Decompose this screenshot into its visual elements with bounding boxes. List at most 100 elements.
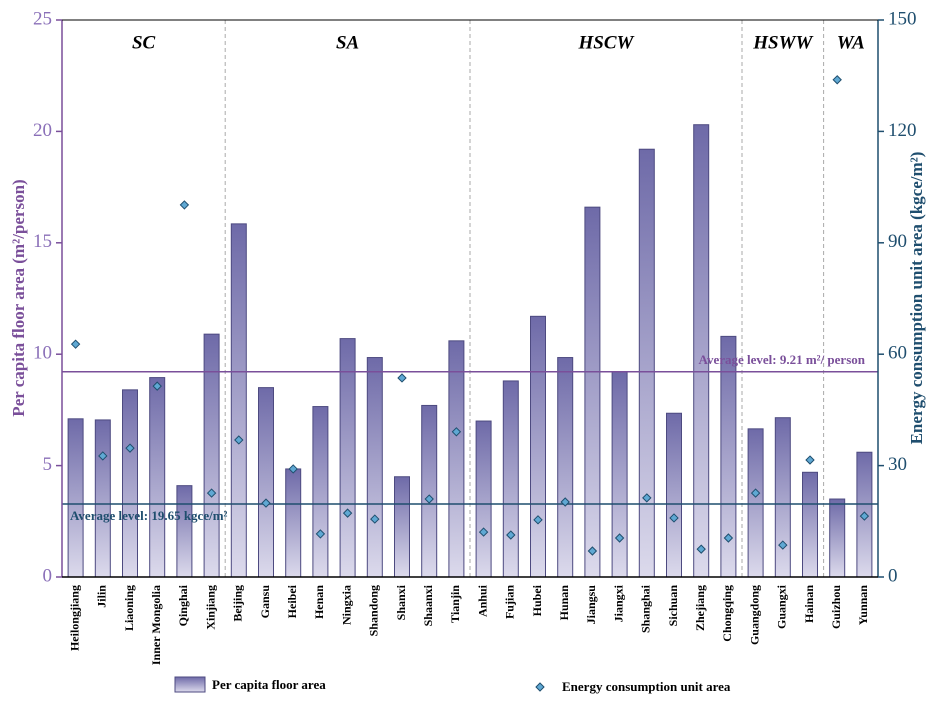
x-tick-label: Gansu xyxy=(258,585,272,619)
x-tick-label: Ningxia xyxy=(339,585,353,625)
y2-tick-label: 120 xyxy=(888,120,917,141)
bar xyxy=(530,315,546,578)
bar xyxy=(802,471,818,578)
x-tick-label: Guangdong xyxy=(747,585,761,645)
bar xyxy=(774,417,791,578)
x-tick-label: Heilongjiang xyxy=(67,585,81,651)
average-label: Average level: 19.65 kgce/m² xyxy=(70,508,228,523)
scatter-point xyxy=(424,494,434,504)
scatter-point xyxy=(778,540,788,550)
scatter-point xyxy=(397,373,407,383)
y2-tick-label: 30 xyxy=(888,454,907,475)
bar xyxy=(557,357,574,578)
scatter-point xyxy=(234,435,244,445)
x-tick-label: Heibei xyxy=(285,584,299,618)
scatter-point xyxy=(315,529,326,539)
region-label: HSCW xyxy=(578,32,635,53)
legend-label: Energy consumption unit area xyxy=(562,679,731,694)
x-tick-label: Jiangxi xyxy=(611,584,625,622)
scatter-point xyxy=(478,527,489,537)
x-tick-label: Chongqing xyxy=(720,585,734,642)
scatter-point xyxy=(723,533,734,543)
scatter-point xyxy=(152,381,162,391)
bar xyxy=(584,206,601,578)
legend-marker xyxy=(535,682,545,692)
scatter-point xyxy=(642,493,652,503)
x-tick-label: Fujian xyxy=(503,585,517,619)
x-tick-label: Anhui xyxy=(475,584,489,617)
bar xyxy=(638,148,655,578)
y-tick-label: 10 xyxy=(33,343,52,364)
x-tick-label: Hubei xyxy=(530,584,544,616)
bar xyxy=(475,420,492,578)
scatter-point xyxy=(98,451,108,461)
x-tick-label: Shandong xyxy=(367,585,381,636)
bar xyxy=(502,380,519,578)
y2-tick-label: 90 xyxy=(888,231,907,252)
bar xyxy=(747,428,764,578)
scatter-point xyxy=(261,498,271,508)
scatter-point xyxy=(533,515,543,525)
scatter-point xyxy=(370,514,380,524)
scatter-point xyxy=(206,488,217,498)
bar xyxy=(94,419,111,578)
region-label: WA xyxy=(837,32,865,53)
scatter-point xyxy=(669,513,679,523)
region-label: SA xyxy=(336,32,359,53)
scatter-point xyxy=(587,546,598,556)
x-tick-label: Guizhou xyxy=(829,585,843,629)
x-tick-label: Hainan xyxy=(802,585,816,623)
scatter-point xyxy=(832,75,842,85)
x-tick-label: Henan xyxy=(312,585,326,619)
x-tick-label: Inner Mongolia xyxy=(149,585,163,665)
bar xyxy=(448,340,465,578)
bar xyxy=(149,377,166,578)
scatter-point xyxy=(342,508,353,518)
x-tick-label: Beijing xyxy=(231,585,245,622)
y-axis-title: Per capita floor area (m²/person) xyxy=(9,179,28,416)
bar xyxy=(122,389,138,578)
bar xyxy=(176,485,193,578)
y-tick-label: 25 xyxy=(33,8,52,29)
y-tick-label: 0 xyxy=(43,565,53,586)
bar xyxy=(829,498,846,578)
x-tick-label: Sichuan xyxy=(666,585,680,627)
scatter-point xyxy=(560,497,570,507)
x-tick-label: Zhejiang xyxy=(693,585,707,631)
x-tick-label: Jilin xyxy=(95,585,109,608)
scatter-point xyxy=(859,511,870,521)
bar xyxy=(230,223,247,578)
x-tick-label: Yunnan xyxy=(856,585,870,626)
y-tick-label: 20 xyxy=(33,120,52,141)
average-label: Average level: 9.21 m²/ person xyxy=(699,352,866,367)
bar xyxy=(666,412,682,578)
bar xyxy=(312,406,329,578)
scatter-point xyxy=(750,488,761,498)
x-tick-label: Jiangsu xyxy=(584,585,598,625)
x-tick-label: Shanghai xyxy=(639,584,653,633)
y-tick-label: 5 xyxy=(43,454,53,475)
scatter-point xyxy=(805,455,815,465)
y2-tick-label: 0 xyxy=(888,565,898,586)
x-tick-label: Tianjin xyxy=(448,585,462,623)
scatter-point xyxy=(288,464,298,474)
region-label: SC xyxy=(132,32,156,53)
bar xyxy=(285,468,302,578)
y2-axis-title: Energy consumption unit area (kgce/m²) xyxy=(907,152,926,445)
x-tick-label: Guangxi xyxy=(775,584,789,629)
x-tick-label: Hunan xyxy=(557,585,571,621)
x-tick-label: Liaoning xyxy=(122,585,136,631)
bar xyxy=(421,404,438,578)
scatter-point xyxy=(614,533,625,543)
bar xyxy=(611,371,628,578)
region-label: HSWW xyxy=(752,32,813,53)
bar xyxy=(339,338,356,578)
y2-tick-label: 150 xyxy=(888,8,917,29)
scatter-point xyxy=(179,200,190,210)
bar xyxy=(203,333,220,578)
scatter-point xyxy=(506,530,516,540)
bar xyxy=(258,387,274,578)
y2-tick-label: 60 xyxy=(888,343,907,364)
x-tick-label: Shaanxi xyxy=(421,584,435,626)
legend-swatch xyxy=(174,676,206,693)
